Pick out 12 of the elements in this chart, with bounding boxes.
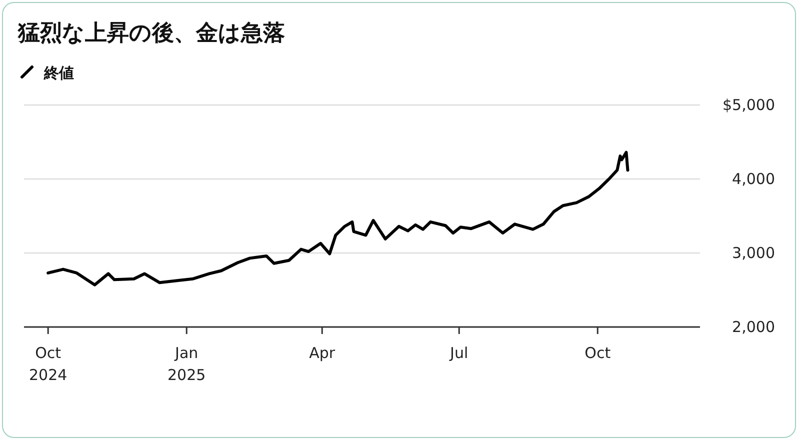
- chart-title: 猛烈な上昇の後、金は急落: [17, 21, 285, 46]
- y-tick-label: 4,000: [732, 170, 775, 188]
- x-tick-label: Jan 2025: [168, 344, 206, 384]
- y-tick-label: $5,000: [722, 96, 775, 114]
- x-tick-label: Oct: [584, 344, 611, 362]
- line-series: [46, 150, 630, 286]
- x-tick-label: Jul: [449, 344, 468, 362]
- y-tick-label: 2,000: [732, 318, 775, 336]
- x-tick-label: Oct 2024: [28, 344, 68, 384]
- x-tick-label: Apr: [309, 344, 336, 362]
- y-tick-label: 3,000: [732, 244, 775, 262]
- legend-label: 終値: [43, 64, 74, 82]
